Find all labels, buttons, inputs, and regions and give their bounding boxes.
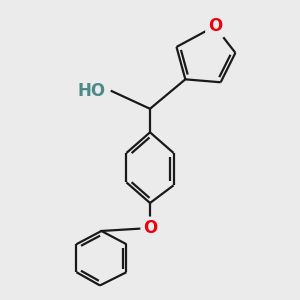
Text: O: O (208, 17, 222, 35)
Text: O: O (143, 219, 157, 237)
Text: HO: HO (78, 82, 106, 100)
